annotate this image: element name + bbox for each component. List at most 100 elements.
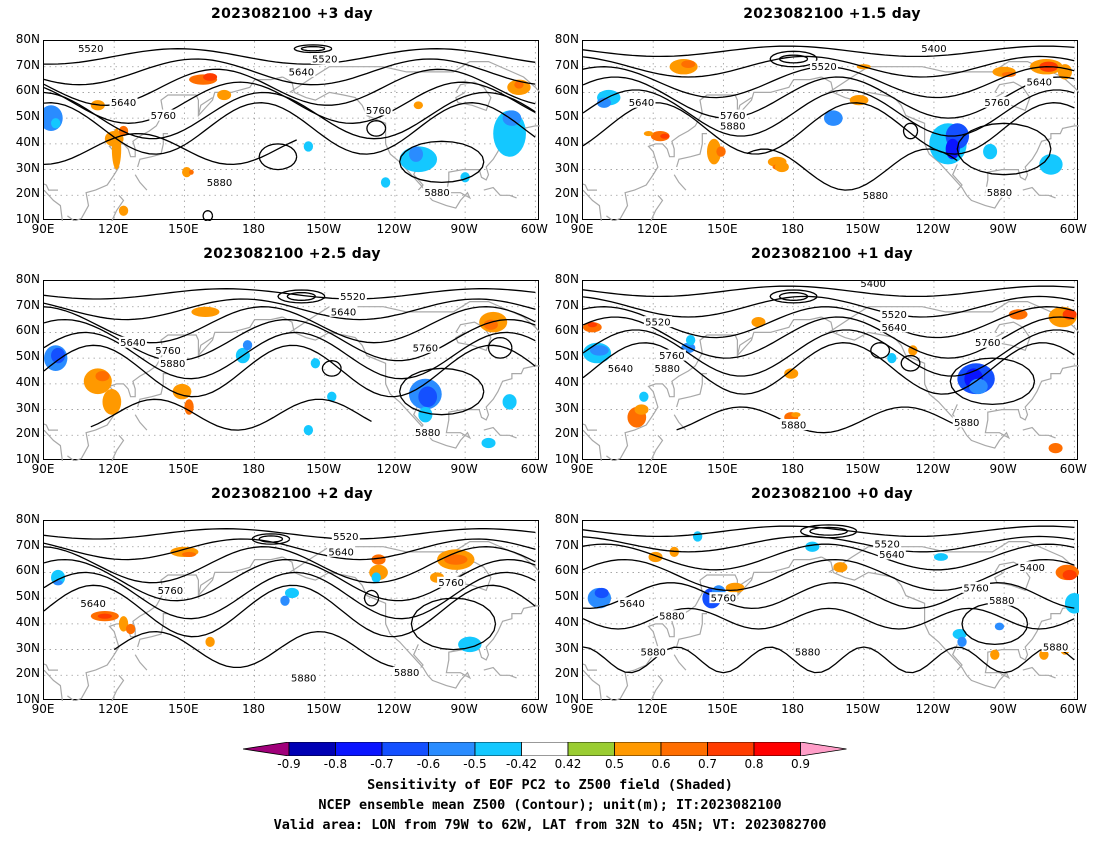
contour-label: 5880 [720, 121, 745, 132]
lat-tick-label: 40N [15, 614, 40, 629]
contour-label: 5880 [160, 359, 185, 370]
lat-tick-label: 50N [15, 109, 40, 124]
map-svg: 5400 5520 5520 5640 5640 5760 5760 5880 5880 5880 [583, 281, 1079, 461]
lon-tick-label: 150E [168, 462, 199, 476]
shaded-region [952, 629, 967, 640]
shaded-region [182, 167, 192, 178]
colorbar-label: 0.6 [651, 757, 671, 771]
lon-tick-label: 90W [989, 462, 1017, 476]
lon-tick-label: 90E [31, 462, 55, 476]
lon-tick-label: 150W [306, 702, 342, 716]
lon-tick-label: 120W [376, 702, 412, 716]
lat-tick-label: 60N [554, 323, 579, 338]
colorbar-segment [660, 742, 708, 756]
shaded-region [660, 133, 670, 139]
colorbar-label: 0.8 [744, 757, 764, 771]
lat-tick-label: 70N [15, 57, 40, 72]
sensitivity-shading [44, 73, 531, 216]
shaded-region [990, 649, 1000, 660]
caption-line-1: Sensitivity of EOF PC2 to Z500 field (Sh… [367, 777, 733, 793]
shaded-region [587, 322, 598, 328]
colorbar-low-arrow [243, 742, 290, 756]
panel-title-2: 2023082100 +1.5 day [743, 6, 921, 22]
lon-tick-label: 90E [570, 462, 594, 476]
contour-label: 5760 [366, 106, 391, 117]
lat-tick-label: 20N [554, 186, 579, 201]
lon-tick-label: 180 [242, 702, 266, 716]
colorbar-label: 0.5 [604, 757, 625, 771]
panel-title-1: 2023082100 +3 day [211, 6, 373, 22]
contour-label: 5520 [312, 55, 337, 66]
lat-tick-label: 70N [15, 297, 40, 312]
lon-tick-label: 120W [376, 462, 412, 476]
sensitivity-shading [44, 306, 517, 449]
colorbar-segment [753, 742, 801, 756]
lat-tick-label: 20N [554, 666, 579, 681]
contour-label: 5640 [629, 98, 654, 109]
shaded-region [303, 141, 314, 152]
lat-tick-label: 30N [15, 640, 40, 655]
lat-tick-label: 20N [554, 426, 579, 441]
contour-label: 5760 [711, 594, 736, 605]
lon-tick-label: 90E [570, 702, 594, 716]
lon-tick-label: 180 [242, 222, 266, 236]
contour-labels: 5400 5520 5520 5640 5640 5760 5760 5880 5880 5880 [606, 281, 1002, 432]
z500-contours [583, 285, 1075, 434]
shaded-region [172, 383, 192, 400]
contour-label: 5760 [984, 98, 1009, 109]
shaded-region [716, 146, 726, 157]
lat-tick-label: 20N [15, 666, 40, 681]
colorbar-segment [614, 742, 662, 756]
shaded-region [83, 368, 112, 395]
lat-tick-label: 50N [554, 589, 579, 604]
lon-tick-label: 90W [989, 702, 1017, 716]
shaded-region [969, 378, 988, 395]
lon-tick-label: 180 [781, 702, 805, 716]
shaded-region [784, 368, 799, 379]
lat-tick-label: 60N [554, 563, 579, 578]
lon-tick-label: 120W [915, 222, 951, 236]
contour-label: 5400 [1019, 563, 1044, 574]
lon-tick-label: 90E [31, 702, 55, 716]
lat-tick-label: 80N [15, 32, 40, 46]
contour-label: 5640 [289, 67, 314, 78]
panel-title-5: 2023082100 +2 day [211, 486, 373, 502]
colorbar-segment [707, 742, 755, 756]
contour-label: 5400 [921, 44, 946, 55]
contour-label: 5880 [781, 421, 806, 432]
lon-tick-label: 150W [306, 462, 342, 476]
shaded-region [380, 177, 391, 188]
colorbar-segment [474, 742, 522, 756]
lon-tick-label: 60W [1059, 702, 1087, 716]
contour-label: 5520 [78, 44, 103, 55]
contour-label: 5880 [291, 673, 316, 684]
shaded-region [327, 391, 337, 402]
contour-label: 5760 [151, 111, 176, 122]
shaded-region [371, 554, 386, 565]
lat-tick-label: 20N [15, 426, 40, 441]
lat-tick-label: 10N [15, 692, 40, 706]
lon-tick-label: 60W [1059, 222, 1087, 236]
shaded-region [413, 101, 424, 110]
map-panel-6: 5520 5640 5400 5760 5880 5640 5760 5880 5880 5880… [582, 520, 1079, 701]
lat-tick-label: 40N [15, 374, 40, 389]
contour-label: 5640 [331, 307, 356, 318]
contour-label: 5640 [328, 547, 353, 558]
lat-tick-label: 80N [554, 272, 579, 286]
contour-label: 5880 [863, 191, 888, 202]
contour-label: 5880 [1043, 643, 1068, 654]
shaded-region [481, 437, 496, 449]
shaded-region [118, 616, 129, 632]
shaded-region [189, 169, 194, 175]
lon-tick-label: 120W [376, 222, 412, 236]
lon-tick-label: 150W [845, 702, 881, 716]
contour-label: 5640 [1026, 78, 1051, 89]
contour-label: 5760 [413, 343, 438, 354]
shaded-region [118, 205, 129, 216]
lon-tick-label: 150E [168, 222, 199, 236]
shaded-region [97, 613, 112, 619]
shaded-region [111, 128, 122, 170]
